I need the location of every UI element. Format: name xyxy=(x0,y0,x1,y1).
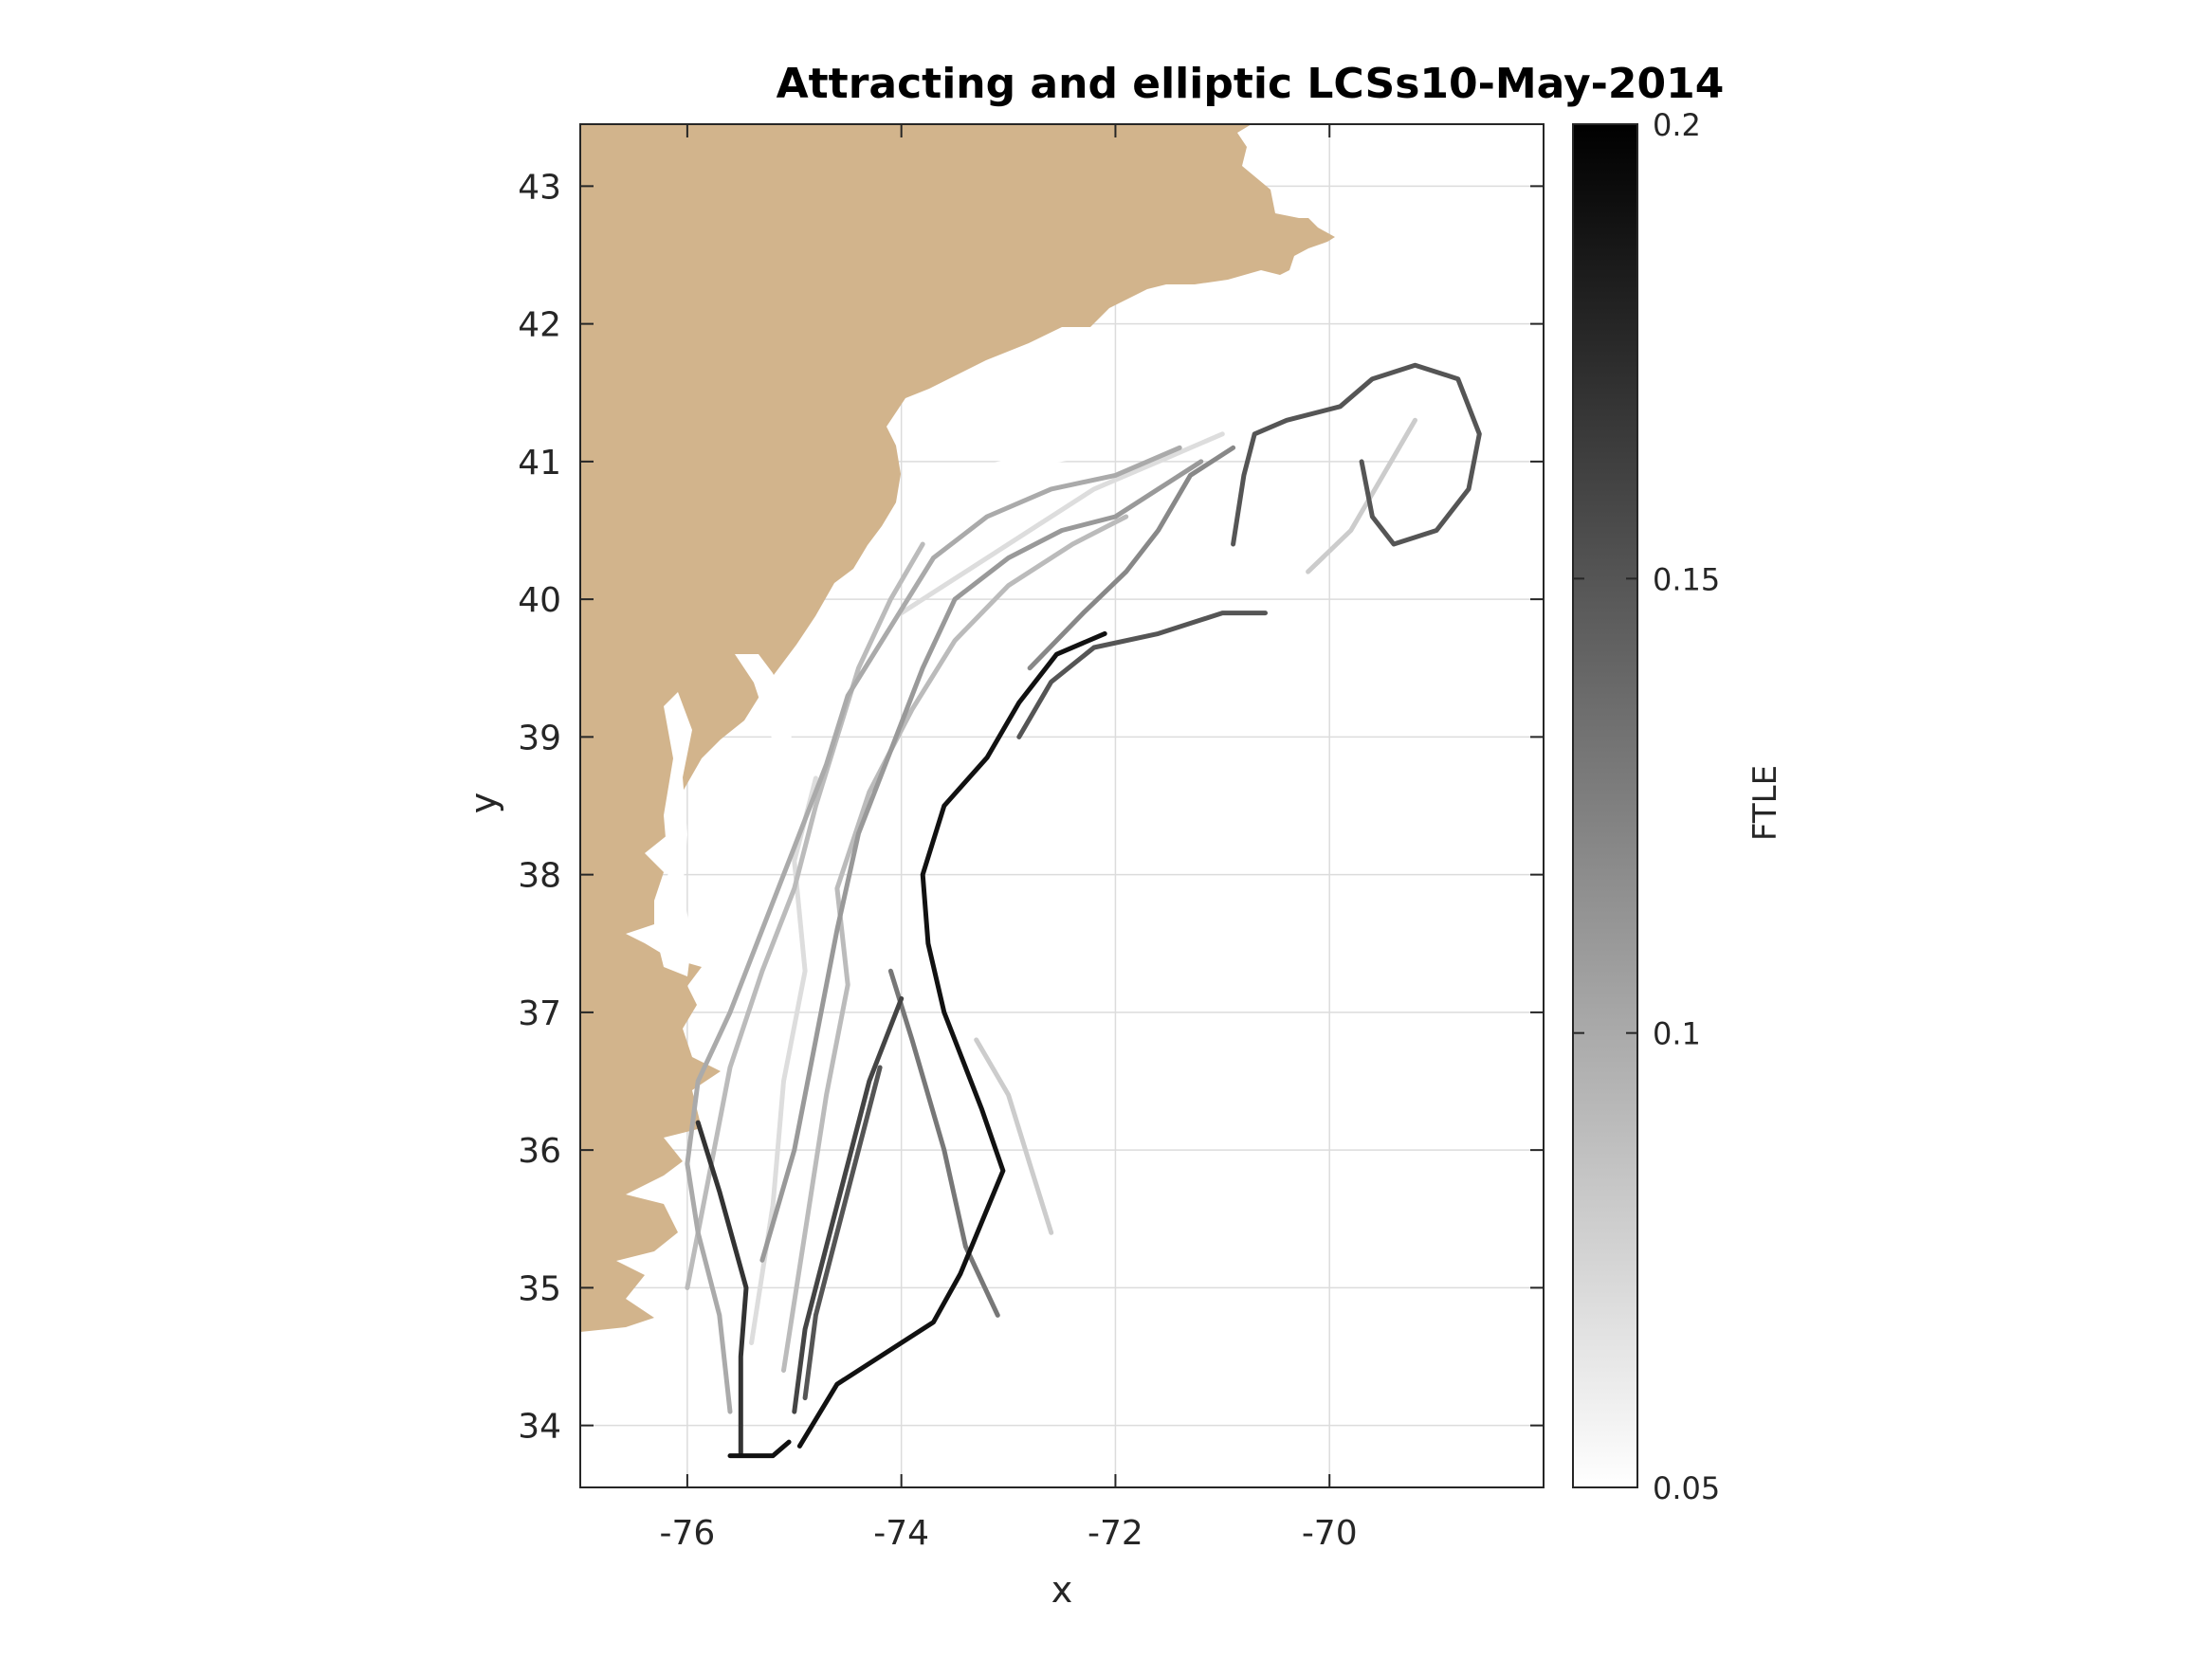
axis-ticks: -76 -74 -72 -70 34 35 36 37 38 39 40 41 42 43 xyxy=(518,124,1544,1553)
y-axis-label: y xyxy=(463,792,504,814)
lcs-curve xyxy=(974,1037,1054,1235)
lcs-curve xyxy=(695,1120,749,1456)
lcs-curve xyxy=(899,431,1225,616)
lcs-curve xyxy=(1306,417,1417,574)
delaware-bay xyxy=(735,654,792,758)
lcs-curve xyxy=(685,541,925,1290)
x-axis-label: x xyxy=(1051,1569,1073,1611)
x-tick-label: -76 xyxy=(659,1514,715,1553)
chart-title: Attracting and elliptic LCSs10-May-2014 xyxy=(776,60,1725,108)
land-mass xyxy=(580,124,1335,1332)
y-tick-label: 38 xyxy=(518,857,561,896)
y-tick-label: 37 xyxy=(518,994,561,1033)
lcs-curve xyxy=(796,630,1107,1449)
lcs-curve xyxy=(1027,445,1236,671)
x-tick-label: -72 xyxy=(1088,1514,1143,1553)
y-tick-label: 34 xyxy=(518,1408,561,1447)
long-island-sound xyxy=(915,446,1100,498)
colorbar-tick-label: 0.1 xyxy=(1653,1016,1701,1052)
lcs-curves xyxy=(685,362,1482,1459)
colorbar-tick-label: 0.05 xyxy=(1653,1470,1720,1506)
lcs-curve xyxy=(727,1439,792,1459)
colorbar xyxy=(1572,123,1638,1488)
lcs-curve xyxy=(802,1065,883,1401)
y-tick-label: 42 xyxy=(518,306,561,345)
colorbar-label: FTLE xyxy=(1746,764,1784,842)
lcs-curve xyxy=(685,445,1182,1414)
x-tick-label: -70 xyxy=(1302,1514,1358,1553)
y-tick-label: 35 xyxy=(518,1269,561,1308)
y-tick-label: 43 xyxy=(518,168,561,207)
colorbar-tick-label: 0.2 xyxy=(1653,107,1701,143)
x-tick-label: -74 xyxy=(873,1514,929,1553)
colorbar-ticks: 0.05 0.1 0.15 0.2 xyxy=(1573,107,1720,1506)
y-tick-label: 39 xyxy=(518,719,561,757)
y-tick-label: 40 xyxy=(518,581,561,620)
chesapeake-bay xyxy=(654,692,692,976)
lcs-curve xyxy=(1231,362,1482,547)
lcs-curve xyxy=(759,459,1204,1263)
lcs-curve xyxy=(792,995,905,1414)
lcs-curve xyxy=(1016,611,1268,739)
y-tick-label: 36 xyxy=(518,1132,561,1171)
lcs-curve xyxy=(781,514,1129,1373)
y-tick-label: 41 xyxy=(518,444,561,483)
lcs-curve xyxy=(887,968,1000,1318)
axes-box xyxy=(579,123,1545,1488)
grid-lines xyxy=(580,124,1544,1487)
colorbar-tick-label: 0.15 xyxy=(1653,561,1720,597)
